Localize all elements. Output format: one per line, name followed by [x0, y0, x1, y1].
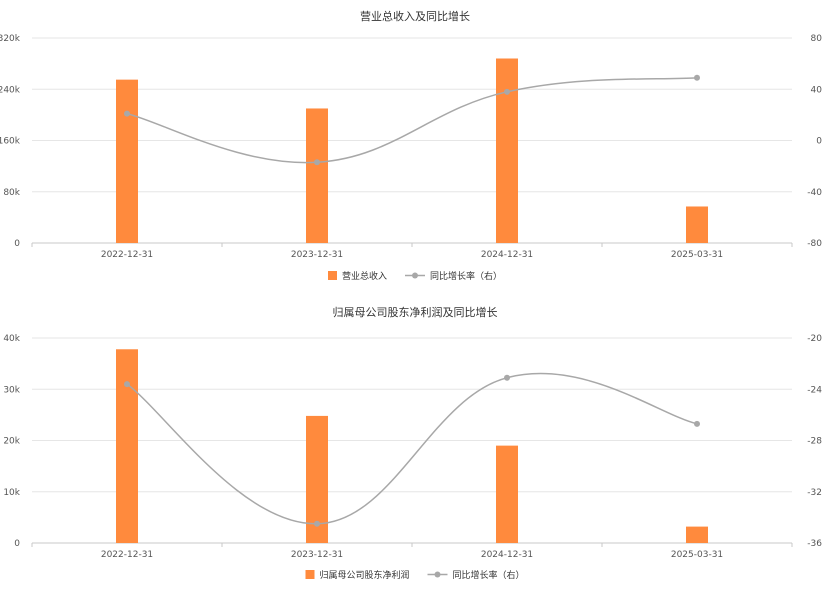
- growth-rate-point: [504, 88, 510, 95]
- y-left-tick-label: 20k: [3, 437, 20, 447]
- bar: [116, 79, 138, 243]
- growth-rate-point: [124, 381, 130, 388]
- y-left-tick-label: 30k: [3, 385, 20, 395]
- bar: [306, 108, 328, 243]
- category-label: 2023-12-31: [291, 250, 343, 260]
- y-right-tick-label: -28: [807, 437, 822, 447]
- growth-rate-point: [694, 420, 700, 427]
- growth-rate-point: [124, 110, 130, 117]
- category-label: 2022-12-31: [101, 550, 153, 560]
- y-left-tick-label: 160k: [0, 137, 21, 147]
- y-right-tick-label: -36: [807, 539, 822, 549]
- category-label: 2024-12-31: [481, 550, 533, 560]
- y-right-tick-label: 80: [811, 34, 823, 44]
- y-right-tick-label: 0: [816, 137, 822, 147]
- legend-bar-label: 营业总收入: [342, 270, 387, 282]
- bar: [496, 58, 518, 243]
- growth-rate-line: [126, 76, 698, 164]
- legend-bar-swatch: [328, 271, 337, 280]
- legend-bar-label: 归属母公司股东净利润: [320, 569, 410, 581]
- y-left-tick-label: 240k: [0, 85, 21, 95]
- y-right-tick-label: 40: [811, 85, 823, 95]
- y-left-tick-label: 10k: [3, 488, 20, 498]
- category-label: 2023-12-31: [291, 550, 343, 560]
- y-right-tick-label: -24: [807, 385, 822, 395]
- chart-title: 营业总收入及同比增长: [360, 9, 470, 23]
- chart-title: 归属母公司股东净利润及同比增长: [333, 305, 498, 319]
- y-left-tick-label: 320k: [0, 34, 21, 44]
- y-left-tick-label: 40k: [3, 334, 20, 344]
- legend-line-label: 同比增长率（右）: [430, 270, 502, 282]
- bar: [496, 445, 518, 543]
- category-label: 2025-03-31: [671, 250, 723, 260]
- bar: [686, 526, 708, 543]
- growth-rate-point: [504, 374, 510, 381]
- revenue-chart: 营业总收入及同比增长 0 80k 160k 240k 320k -80 -40 0 40 80 202…: [0, 9, 823, 282]
- net-profit-chart: 归属母公司股东净利润及同比增长 0 10k 20k 30k 40k -36 -32 -28 -24…: [3, 305, 822, 581]
- legend-line-marker: [412, 272, 418, 279]
- y-left-tick-label: 80k: [3, 188, 20, 198]
- category-label: 2022-12-31: [101, 250, 153, 260]
- legend-bar-swatch: [305, 570, 315, 579]
- y-right-tick-label: -20: [807, 334, 822, 344]
- bar: [306, 415, 328, 543]
- growth-rate-point: [314, 159, 320, 166]
- y-left-tick-label: 0: [14, 539, 20, 549]
- y-right-tick-label: -80: [807, 239, 822, 249]
- growth-rate-point: [694, 74, 700, 81]
- category-label: 2025-03-31: [671, 550, 723, 560]
- growth-rate-line: [126, 372, 698, 525]
- bar: [116, 349, 138, 543]
- legend-line-label: 同比增长率（右）: [453, 569, 525, 581]
- category-label: 2024-12-31: [481, 250, 533, 260]
- y-right-tick-label: -32: [807, 488, 822, 498]
- y-right-tick-label: -40: [807, 188, 822, 198]
- growth-rate-point: [314, 520, 320, 527]
- y-left-tick-label: 0: [14, 239, 20, 249]
- legend-line-marker: [434, 571, 441, 578]
- bar: [686, 206, 708, 243]
